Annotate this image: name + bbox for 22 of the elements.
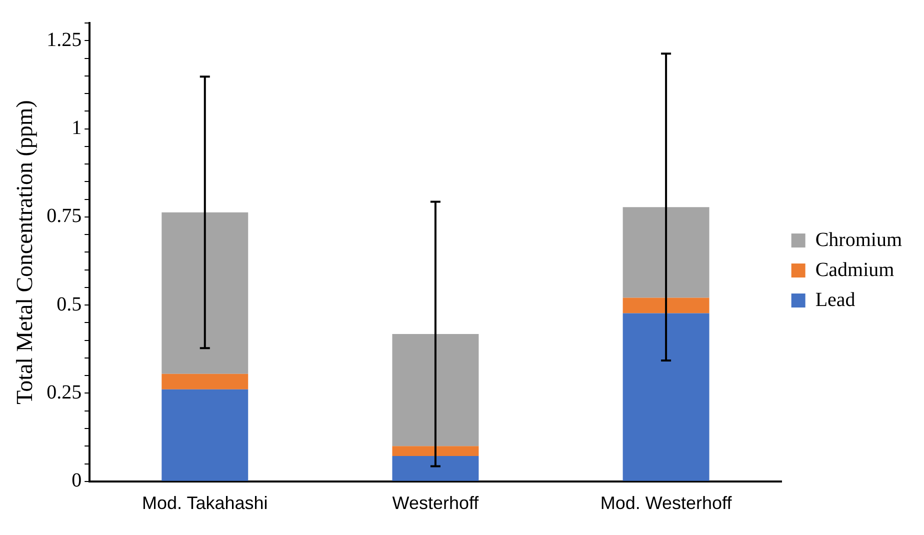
bar: [162, 389, 248, 481]
x-tick-label: Mod. Takahashi: [142, 493, 268, 514]
y-tick-label: 0.75: [46, 205, 82, 228]
legend-label: Chromium: [815, 228, 902, 251]
bar: [392, 456, 479, 481]
y-tick-label: 1: [72, 117, 82, 140]
y-tick-label: 0: [72, 470, 82, 492]
y-tick-label: 0.5: [56, 293, 82, 316]
bar: [622, 207, 710, 298]
y-tick-label: 1.25: [46, 28, 82, 51]
bar: [622, 298, 710, 314]
y-tick-label: 0.25: [46, 381, 82, 404]
x-tick-label: Westerhoff: [392, 493, 480, 514]
bar: [622, 313, 710, 481]
bar: [162, 374, 248, 390]
x-tick-label: Mod. Westerhoff: [600, 493, 733, 514]
bar: [392, 446, 479, 456]
y-axis-title: Total Metal Concentration (ppm): [12, 100, 37, 404]
legend-label: Lead: [815, 288, 856, 311]
bar: [162, 212, 248, 374]
bar: [392, 334, 479, 446]
legend-label: Cadmium: [815, 258, 895, 281]
